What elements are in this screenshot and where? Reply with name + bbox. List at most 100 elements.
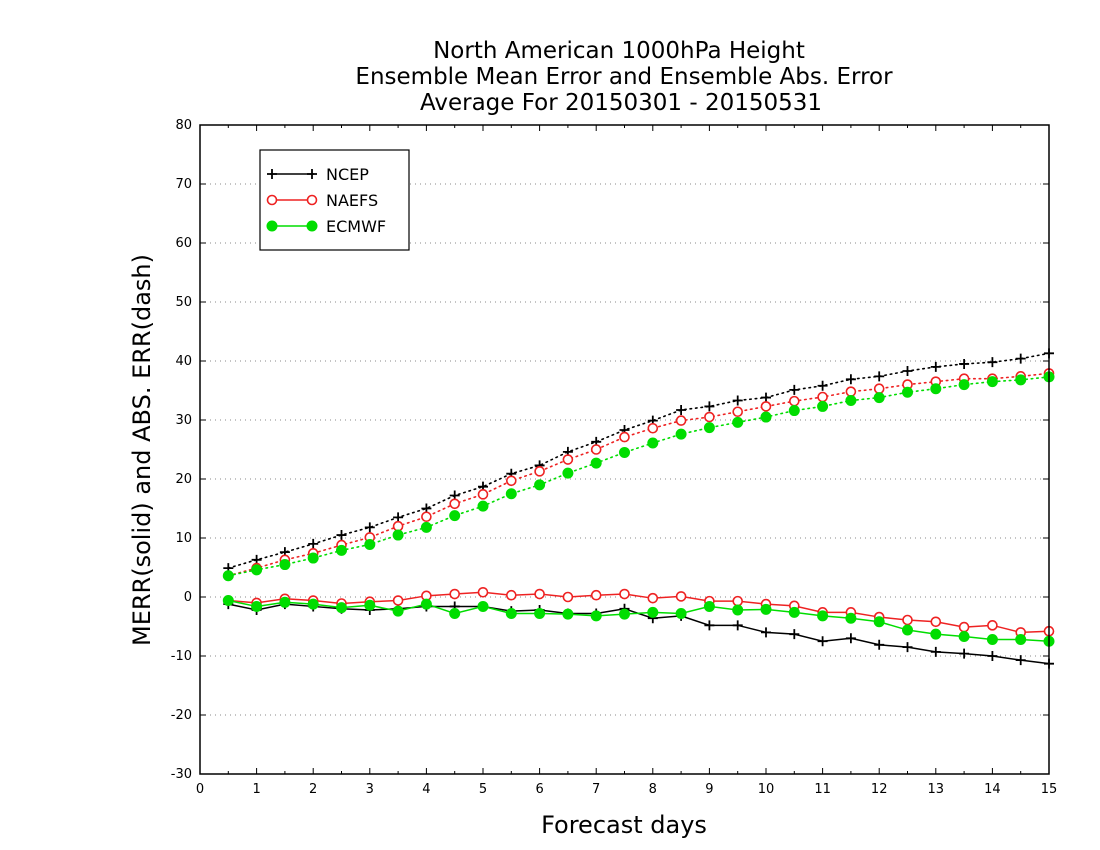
y-tick-label: 50: [175, 295, 192, 310]
merr-point: [873, 616, 885, 628]
merr-point: [590, 610, 602, 622]
abs-err-point: [590, 457, 602, 469]
merr-point: [364, 599, 376, 611]
abs-err-line-naefs: [227, 372, 1050, 577]
abs-err-point: [279, 559, 291, 571]
merr-point: [817, 610, 829, 622]
merr-point: [675, 608, 687, 620]
y-tick-label: 20: [175, 472, 192, 487]
y-tick-label: 30: [175, 413, 192, 428]
merr-point: [590, 589, 602, 601]
abs-err-point: [732, 406, 744, 418]
merr-point: [930, 628, 942, 640]
x-tick-label: 11: [814, 782, 831, 797]
chart-title: North American 1000hPa Height Ensemble M…: [355, 38, 893, 116]
abs-err-point: [873, 392, 885, 404]
x-tick-label: 15: [1041, 782, 1058, 797]
abs-err-point: [562, 467, 574, 479]
abs-err-point: [732, 416, 744, 428]
abs-err-point: [930, 383, 942, 395]
abs-err-point: [817, 391, 828, 403]
series-ecmwf: [222, 371, 1055, 647]
abs-err-point: [761, 392, 771, 403]
merr-point: [477, 600, 489, 612]
merr-point: [760, 603, 772, 615]
merr-point: [703, 600, 715, 612]
abs-err-point: [788, 395, 800, 407]
merr-point: [392, 605, 404, 617]
legend-marker: [267, 169, 277, 179]
merr-point: [647, 606, 659, 618]
merr-point: [420, 598, 432, 610]
y-tick-label: -20: [171, 708, 192, 723]
merr-point: [449, 588, 461, 600]
abs-err-point: [534, 466, 545, 477]
x-tick-label: 1: [252, 782, 260, 797]
merr-point: [930, 646, 941, 657]
x-tick-label: 3: [366, 782, 374, 797]
y-tick-label: -10: [171, 649, 192, 664]
y-tick-label: -30: [171, 767, 192, 782]
abs-err-point: [477, 489, 489, 500]
abs-err-point: [307, 552, 319, 564]
abs-err-point: [449, 510, 461, 522]
merr-point: [1015, 655, 1026, 666]
merr-point: [619, 608, 630, 620]
merr-point: [392, 595, 404, 606]
merr-point: [732, 595, 744, 607]
abs-err-point: [703, 422, 715, 434]
x-tick-label: 5: [479, 782, 487, 797]
legend-marker: [266, 194, 278, 206]
merr-point: [930, 616, 942, 628]
y-tick-label: 10: [175, 531, 192, 546]
merr-point: [251, 600, 263, 612]
merr-point: [307, 598, 319, 610]
y-tick-label: 0: [184, 590, 192, 605]
abs-err-point: [364, 522, 375, 533]
merr-point: [958, 621, 970, 633]
abs-err-point: [647, 422, 659, 434]
abs-err-point: [959, 358, 970, 369]
title-line-3: Average For 20150301 - 20150531: [420, 90, 822, 116]
abs-err-point: [364, 538, 376, 550]
merr-point: [761, 627, 771, 638]
merr-point: [449, 608, 461, 620]
abs-err-point: [222, 570, 234, 582]
legend-label: ECMWF: [326, 217, 386, 236]
legend: NCEP NAEFS ECMWF: [259, 149, 410, 251]
merr-point: [336, 602, 347, 614]
legend-marker: [266, 220, 278, 232]
merr-point: [704, 620, 715, 631]
abs-err-line-ecmwf: [227, 376, 1050, 577]
merr-point: [902, 642, 913, 653]
merr-point: [562, 591, 574, 603]
abs-err-point: [392, 520, 404, 532]
abs-err-point: [760, 411, 772, 423]
merr-point: [534, 588, 545, 600]
abs-err-point: [251, 564, 263, 576]
abs-err-point: [817, 400, 829, 412]
merr-point: [902, 624, 913, 636]
merr-point: [279, 596, 291, 608]
merr-point: [732, 620, 743, 631]
abs-err-point: [845, 386, 857, 397]
abs-err-point: [789, 384, 800, 395]
abs-err-point: [449, 498, 461, 510]
abs-err-point: [874, 371, 885, 382]
merr-point: [789, 629, 800, 640]
abs-err-point: [930, 361, 941, 372]
abs-err-point: [308, 538, 319, 549]
y-tick-label: 80: [175, 118, 192, 133]
abs-err-point: [505, 488, 517, 500]
abs-err-point: [392, 529, 404, 541]
abs-err-point: [1015, 374, 1027, 386]
merr-point: [987, 651, 998, 661]
legend-label: NAEFS: [326, 191, 378, 210]
abs-err-point: [675, 415, 687, 426]
x-tick-label: 7: [592, 782, 600, 797]
merr-point: [845, 633, 856, 644]
abs-err-point: [675, 428, 687, 440]
abs-err-point: [336, 530, 347, 541]
abs-err-point: [958, 379, 970, 391]
